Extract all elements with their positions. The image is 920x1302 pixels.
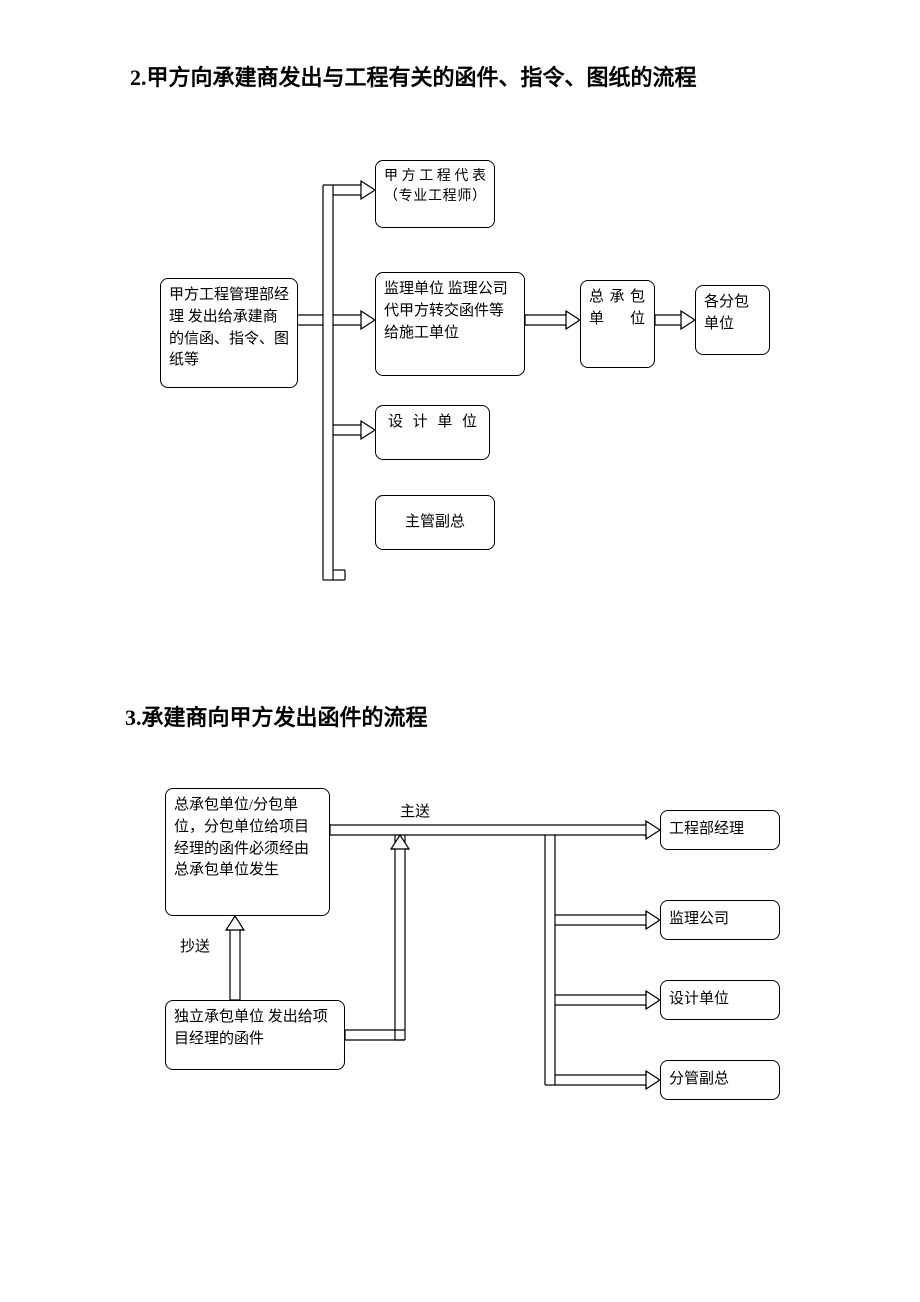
f2-main-label: 主送 bbox=[400, 800, 430, 821]
f2-copy-label: 抄送 bbox=[180, 935, 210, 956]
f1-design-text: 设计单位 bbox=[384, 412, 481, 434]
f1-source-box: 甲方工程管理部经理 发出给承建商的信函、指令、图纸等 bbox=[160, 278, 298, 388]
f1-supervise-text: 监理单位 监理公司代甲方转交函件等给施工单位 bbox=[384, 281, 508, 341]
section-2-title: 2.甲方向承建商发出与工程有关的函件、指令、图纸的流程 bbox=[130, 60, 697, 92]
f1-vp-box: 主管副总 bbox=[375, 495, 495, 550]
f1-sub-contractor-box: 各分包单位 bbox=[695, 285, 770, 355]
f1-main-contractor-text: 总承包单位 bbox=[589, 287, 646, 331]
f1-vp-text: 主管副总 bbox=[405, 512, 465, 534]
f2-b2-text: 监理公司 bbox=[669, 909, 729, 931]
f2-a2-text: 独立承包单位 发出给项目经理的函件 bbox=[174, 1009, 328, 1047]
f2-a2-box: 独立承包单位 发出给项目经理的函件 bbox=[165, 1000, 345, 1070]
page: 2.甲方向承建商发出与工程有关的函件、指令、图纸的流程 3.承建商向甲方发出函件… bbox=[0, 0, 920, 1302]
f1-rep-box: 甲方工程代表（专业工程师） bbox=[375, 160, 495, 228]
f2-a1-box: 总承包单位/分包单位，分包单位给项目经理的函件必须经由总承包单位发生 bbox=[165, 788, 330, 916]
f2-b4-box: 分管副总 bbox=[660, 1060, 780, 1100]
f1-rep-text: 甲方工程代表（专业工程师） bbox=[384, 167, 486, 208]
f1-main-contractor-box: 总承包单位 bbox=[580, 280, 655, 368]
f2-b4-text: 分管副总 bbox=[669, 1069, 729, 1091]
f2-b1-text: 工程部经理 bbox=[669, 819, 744, 841]
f2-b1-box: 工程部经理 bbox=[660, 810, 780, 850]
f2-b3-box: 设计单位 bbox=[660, 980, 780, 1020]
f1-design-box: 设计单位 bbox=[375, 405, 490, 460]
f2-a1-text: 总承包单位/分包单位，分包单位给项目经理的函件必须经由总承包单位发生 bbox=[174, 797, 309, 878]
f2-b3-text: 设计单位 bbox=[669, 989, 729, 1011]
f2-b2-box: 监理公司 bbox=[660, 900, 780, 940]
f1-source-text: 甲方工程管理部经理 发出给承建商的信函、指令、图纸等 bbox=[169, 287, 289, 368]
section-3-title: 3.承建商向甲方发出函件的流程 bbox=[125, 700, 428, 732]
f1-sub-contractor-text: 各分包单位 bbox=[704, 294, 749, 332]
f1-supervise-box: 监理单位 监理公司代甲方转交函件等给施工单位 bbox=[375, 272, 525, 376]
